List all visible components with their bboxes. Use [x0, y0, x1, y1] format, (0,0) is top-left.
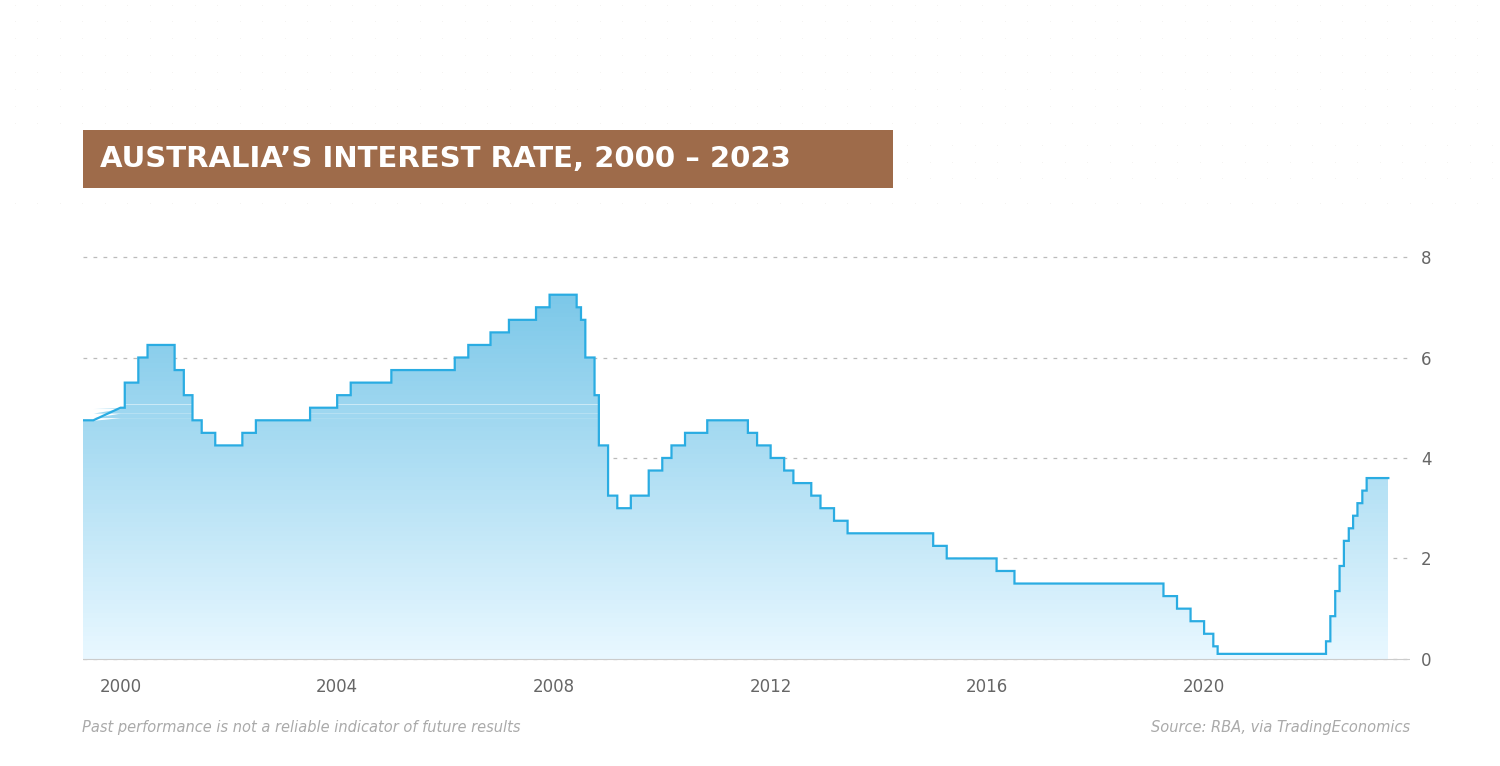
Text: Past performance is not a reliable indicator of future results: Past performance is not a reliable indic…	[82, 720, 520, 735]
Text: AUSTRALIA’S INTEREST RATE, 2000 – 2023: AUSTRALIA’S INTEREST RATE, 2000 – 2023	[100, 145, 792, 173]
Text: Source: RBA, via TradingEconomics: Source: RBA, via TradingEconomics	[1150, 720, 1410, 735]
